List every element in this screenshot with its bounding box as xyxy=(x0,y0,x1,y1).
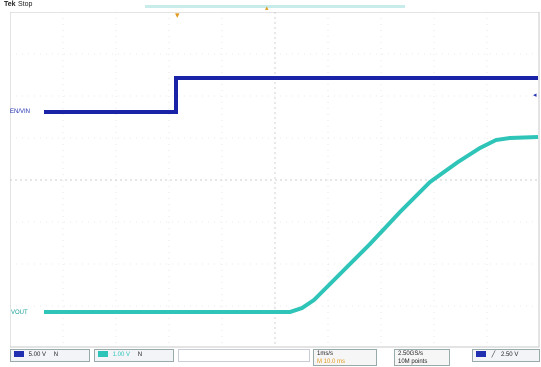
brand-logo: Tek xyxy=(4,1,16,8)
waveform-display[interactable] xyxy=(10,12,540,348)
top-status-bar: Tek Stop ▾ ▴ xyxy=(0,0,541,20)
ch2-waveform xyxy=(44,135,539,314)
graticule-border xyxy=(10,12,540,348)
timebase-readout[interactable]: 1ms/s M 10.0 ms xyxy=(313,349,377,366)
time-position: M 10.0 ms xyxy=(317,359,346,365)
ch1-color-swatch xyxy=(14,351,24,358)
ch1-scale-readout[interactable]: 5.00 V N xyxy=(10,349,90,362)
ch2-scale-value: 1.00 V xyxy=(112,352,131,358)
graticule-grid xyxy=(10,12,539,347)
acquisition-state: Stop xyxy=(18,1,33,8)
ch1-ground-marker[interactable]: EN/VIN xyxy=(10,108,30,116)
ch2-scale-readout[interactable]: 1.00 V N xyxy=(94,349,174,362)
ch2-ground-marker[interactable]: VOUT xyxy=(11,309,28,317)
trigger-level-value: 2.50 V xyxy=(500,352,519,358)
ch1-scale-value: 5.00 V xyxy=(28,352,47,358)
expansion-point-icon: ▴ xyxy=(265,5,269,12)
trigger-slope-icon: ╱ xyxy=(491,352,496,358)
ch1-marker-label: EN/VIN xyxy=(10,109,31,115)
readout-spacer-box xyxy=(178,349,310,362)
time-per-div: 1ms/s xyxy=(317,351,334,357)
trigger-source-swatch xyxy=(476,351,486,358)
trigger-level-icon[interactable]: ◂ xyxy=(533,92,537,99)
acquisition-readout[interactable]: 2.50GS/s 10M points xyxy=(394,349,450,366)
ch1-extra: N xyxy=(53,352,59,358)
ch2-color-swatch xyxy=(98,351,108,358)
trigger-readout[interactable]: ╱ 2.50 V xyxy=(472,349,540,362)
sample-rate: 2.50GS/s xyxy=(398,351,424,357)
trigger-position-icon[interactable]: ▾ xyxy=(175,10,180,20)
ch2-extra: N xyxy=(137,352,143,358)
ch1-waveform xyxy=(44,76,538,114)
ch2-marker-label: VOUT xyxy=(11,310,28,316)
record-overview-bar[interactable] xyxy=(145,5,405,8)
record-length: 10M points xyxy=(398,359,428,365)
graticule-center-axes xyxy=(10,12,539,347)
